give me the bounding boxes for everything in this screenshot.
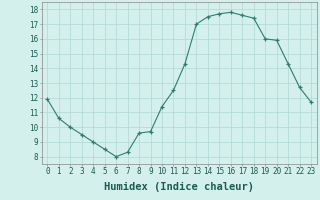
X-axis label: Humidex (Indice chaleur): Humidex (Indice chaleur): [104, 182, 254, 192]
